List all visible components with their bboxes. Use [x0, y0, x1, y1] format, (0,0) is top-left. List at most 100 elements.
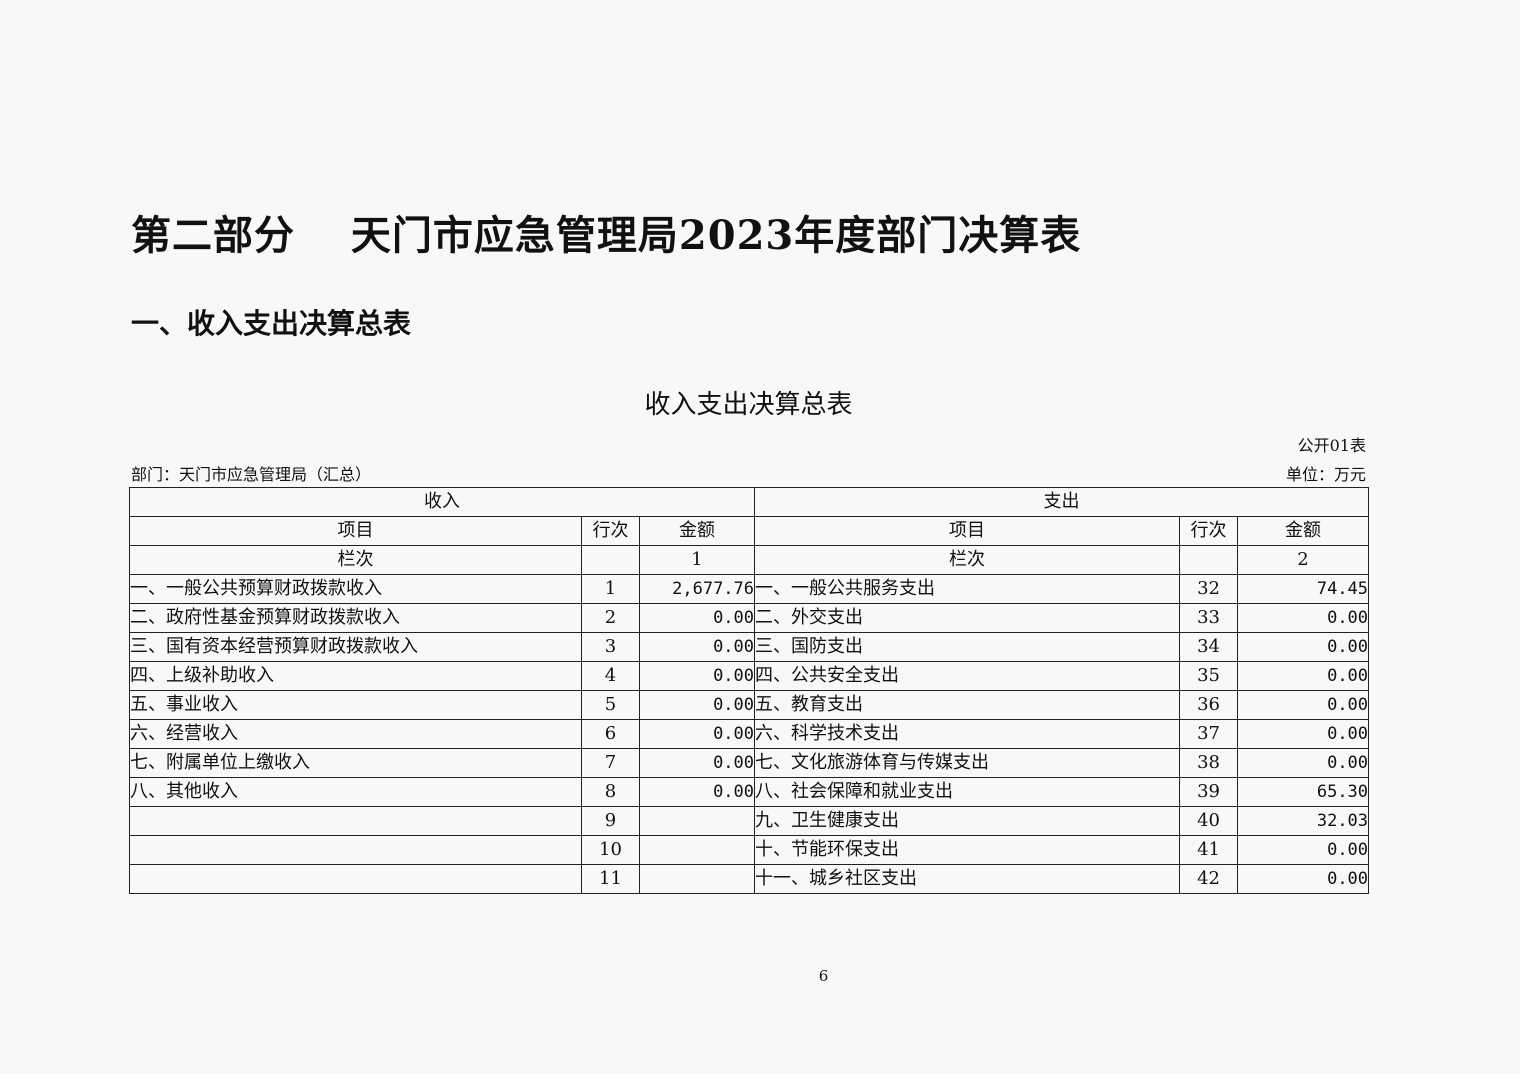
income-line-cell: 7	[581, 748, 640, 778]
table-title: 收入支出决算总表	[644, 390, 853, 420]
table-row: 三、国有资本经营预算财政拨款收入 3 0.00 三、国防支出 34 0.00	[129, 632, 1370, 662]
expense-amount-cell: 0.00	[1237, 719, 1370, 749]
unit-label: 单位：万元	[1285, 465, 1366, 484]
table-column-header-row: 项目 行次 金额 项目 行次 金额	[129, 516, 1370, 546]
expense-amount-cell: 0.00	[1237, 864, 1370, 894]
expense-line-header: 行次	[1179, 516, 1239, 546]
expense-column-number: 2	[1237, 545, 1370, 575]
expense-item-cell: 九、卫生健康支出	[754, 806, 1181, 836]
income-amount-cell: 0.00	[638, 603, 756, 633]
expense-amount-cell: 74.45	[1237, 574, 1370, 604]
expense-item-cell: 六、科学技术支出	[754, 719, 1181, 749]
table-row: 二、政府性基金预算财政拨款收入 2 0.00 二、外交支出 33 0.00	[129, 603, 1370, 633]
expense-item-cell: 八、社会保障和就业支出	[754, 777, 1181, 807]
table-row: 六、经营收入 6 0.00 六、科学技术支出 37 0.00	[129, 719, 1370, 749]
income-item-cell: 四、上级补助收入	[129, 661, 582, 691]
income-amount-cell	[638, 864, 756, 894]
expense-amount-cell: 0.00	[1237, 632, 1370, 662]
income-line-cell: 9	[581, 806, 640, 836]
expense-amount-cell: 0.00	[1237, 748, 1370, 778]
table-group-header-row: 收入 支出	[128, 487, 1370, 517]
empty-cell	[581, 545, 640, 575]
income-amount-cell: 0.00	[638, 632, 756, 662]
table-row: 八、其他收入 8 0.00 八、社会保障和就业支出 39 65.30	[129, 777, 1370, 807]
income-item-cell: 八、其他收入	[129, 777, 582, 807]
expense-line-cell: 34	[1179, 632, 1239, 662]
income-item-cell: 一、一般公共预算财政拨款收入	[129, 574, 582, 604]
expense-line-cell: 39	[1179, 777, 1239, 807]
expense-line-cell: 32	[1179, 574, 1239, 604]
income-amount-cell	[638, 806, 756, 836]
expense-line-cell: 38	[1179, 748, 1239, 778]
page-number: 6	[818, 967, 829, 985]
expense-item-cell: 五、教育支出	[754, 690, 1181, 720]
expense-item-cell: 七、文化旅游体育与传媒支出	[754, 748, 1181, 778]
income-item-cell	[129, 864, 582, 894]
income-item-cell: 七、附属单位上缴收入	[129, 748, 582, 778]
income-expense-table: 收入 支出 项目 行次 金额 项目 行次 金额 栏次 1 栏次 2 一、一般公共…	[128, 487, 1370, 894]
income-amount-cell: 0.00	[638, 719, 756, 749]
income-item-cell	[129, 835, 582, 865]
expense-header: 支出	[754, 487, 1370, 517]
table-row: 10 十、节能环保支出 41 0.00	[129, 835, 1370, 865]
expense-amount-cell: 0.00	[1237, 835, 1370, 865]
expense-amount-header: 金额	[1237, 516, 1370, 546]
section-title: 一、收入支出决算总表	[131, 307, 412, 340]
income-item-cell: 三、国有资本经营预算财政拨款收入	[129, 632, 582, 662]
expense-amount-cell: 0.00	[1237, 690, 1370, 720]
income-amount-cell	[638, 835, 756, 865]
income-column-number: 1	[638, 545, 756, 575]
expense-line-cell: 40	[1179, 806, 1239, 836]
table-row: 七、附属单位上缴收入 7 0.00 七、文化旅游体育与传媒支出 38 0.00	[129, 748, 1370, 778]
table-row: 四、上级补助收入 4 0.00 四、公共安全支出 35 0.00	[129, 661, 1370, 691]
table-column-number-row: 栏次 1 栏次 2	[129, 545, 1370, 575]
income-item-cell: 五、事业收入	[129, 690, 582, 720]
expense-line-cell: 42	[1179, 864, 1239, 894]
expense-item-cell: 三、国防支出	[754, 632, 1181, 662]
table-row: 一、一般公共预算财政拨款收入 1 2,677.76 一、一般公共服务支出 32 74.45	[129, 574, 1370, 604]
income-item-cell	[129, 806, 582, 836]
expense-item-cell: 十、节能环保支出	[754, 835, 1181, 865]
table-row: 9 九、卫生健康支出 40 32.03	[129, 806, 1370, 836]
income-header: 收入	[128, 487, 756, 517]
income-amount-cell: 2,677.76	[638, 574, 756, 604]
income-line-cell: 10	[581, 835, 640, 865]
expense-item-cell: 四、公共安全支出	[754, 661, 1181, 691]
income-amount-cell: 0.00	[638, 777, 756, 807]
income-amount-cell: 0.00	[638, 748, 756, 778]
expense-line-cell: 35	[1179, 661, 1239, 691]
income-line-cell: 5	[581, 690, 640, 720]
income-line-cell: 4	[581, 661, 640, 691]
income-line-cell: 8	[581, 777, 640, 807]
expense-item-cell: 十一、城乡社区支出	[754, 864, 1181, 894]
table-row: 11 十一、城乡社区支出 42 0.00	[129, 864, 1370, 894]
expense-amount-cell: 0.00	[1237, 661, 1370, 691]
form-number: 公开01表	[1297, 436, 1366, 455]
expense-line-cell: 41	[1179, 835, 1239, 865]
income-amount-header: 金额	[638, 516, 756, 546]
empty-cell	[1179, 545, 1239, 575]
department-label: 部门：天门市应急管理局（汇总）	[131, 465, 372, 484]
income-line-cell: 11	[581, 864, 640, 894]
expense-line-cell: 36	[1179, 690, 1239, 720]
income-column-label: 栏次	[129, 545, 582, 575]
income-item-header: 项目	[129, 516, 582, 546]
expense-column-label: 栏次	[754, 545, 1181, 575]
expense-item-cell: 一、一般公共服务支出	[754, 574, 1181, 604]
income-line-cell: 6	[581, 719, 640, 749]
expense-line-cell: 33	[1179, 603, 1239, 633]
expense-item-cell: 二、外交支出	[754, 603, 1181, 633]
expense-amount-cell: 0.00	[1237, 603, 1370, 633]
expense-amount-cell: 32.03	[1237, 806, 1370, 836]
income-item-cell: 六、经营收入	[129, 719, 582, 749]
income-line-header: 行次	[581, 516, 640, 546]
expense-line-cell: 37	[1179, 719, 1239, 749]
income-line-cell: 1	[581, 574, 640, 604]
income-amount-cell: 0.00	[638, 690, 756, 720]
document-title: 第二部分 天门市应急管理局2023年度部门决算表	[131, 212, 1082, 259]
income-line-cell: 2	[581, 603, 640, 633]
income-line-cell: 3	[581, 632, 640, 662]
income-item-cell: 二、政府性基金预算财政拨款收入	[129, 603, 582, 633]
expense-item-header: 项目	[754, 516, 1181, 546]
expense-amount-cell: 65.30	[1237, 777, 1370, 807]
